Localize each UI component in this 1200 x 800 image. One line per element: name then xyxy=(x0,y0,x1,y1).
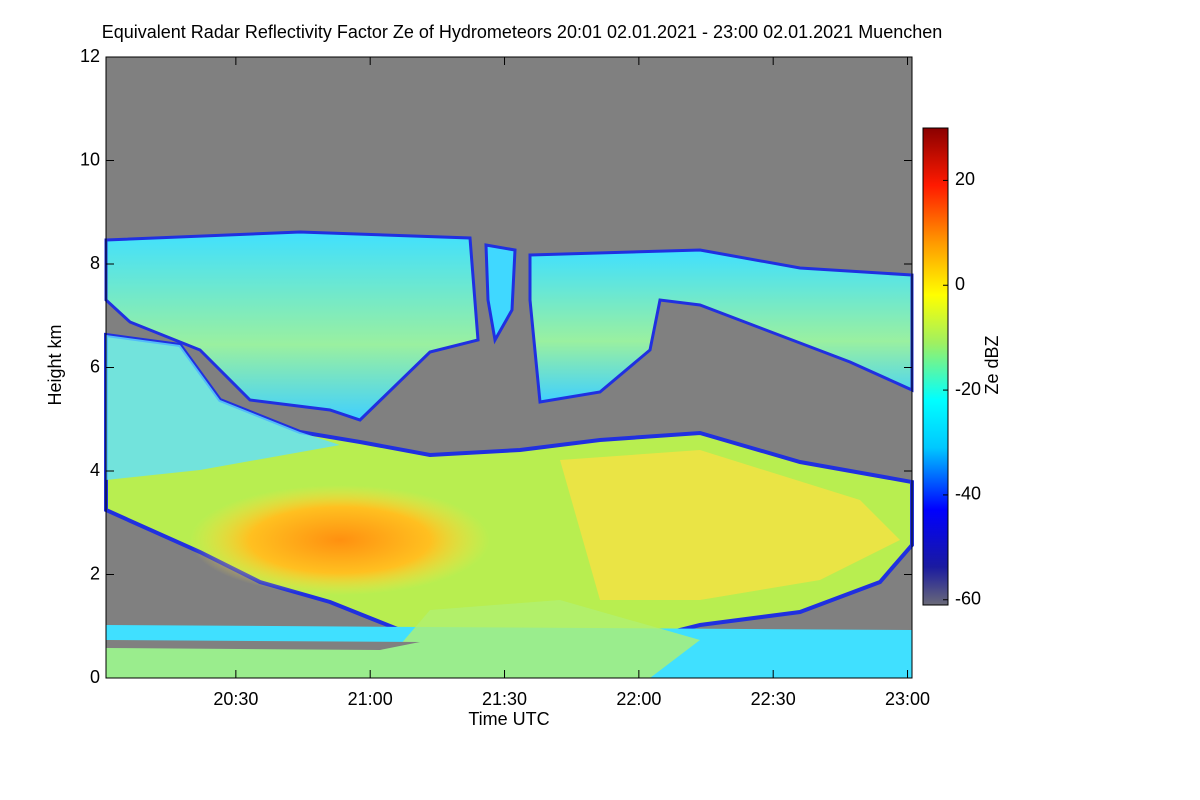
y-axis-label: Height km xyxy=(45,324,65,405)
colorbar xyxy=(922,127,949,606)
y-tick-label: 8 xyxy=(90,253,100,273)
y-tick-label: 12 xyxy=(80,46,100,66)
colorbar-tick-label: -20 xyxy=(955,379,981,399)
colorbar-label: Ze dBZ xyxy=(982,335,1002,394)
x-tick-label: 22:30 xyxy=(751,689,796,709)
y-tick-label: 10 xyxy=(80,149,100,169)
x-tick-label: 21:30 xyxy=(482,689,527,709)
x-axis-label: Time UTC xyxy=(468,709,549,729)
x-tick-label: 22:00 xyxy=(616,689,661,709)
colorbar-tick-label: 0 xyxy=(955,274,965,294)
chart-title: Equivalent Radar Reflectivity Factor Ze … xyxy=(102,22,943,42)
y-tick-label: 2 xyxy=(90,563,100,583)
x-tick-label: 21:00 xyxy=(348,689,393,709)
colorbar-tick-label: 20 xyxy=(955,169,975,189)
field xyxy=(104,57,914,678)
y-tick-label: 6 xyxy=(90,356,100,376)
colorbar-tick-label: -40 xyxy=(955,484,981,504)
y-tick-label: 4 xyxy=(90,460,100,480)
x-tick-label: 23:00 xyxy=(885,689,930,709)
colorbar-tick-label: -60 xyxy=(955,589,981,609)
y-tick-label: 0 xyxy=(90,667,100,687)
x-tick-label: 20:30 xyxy=(213,689,258,709)
